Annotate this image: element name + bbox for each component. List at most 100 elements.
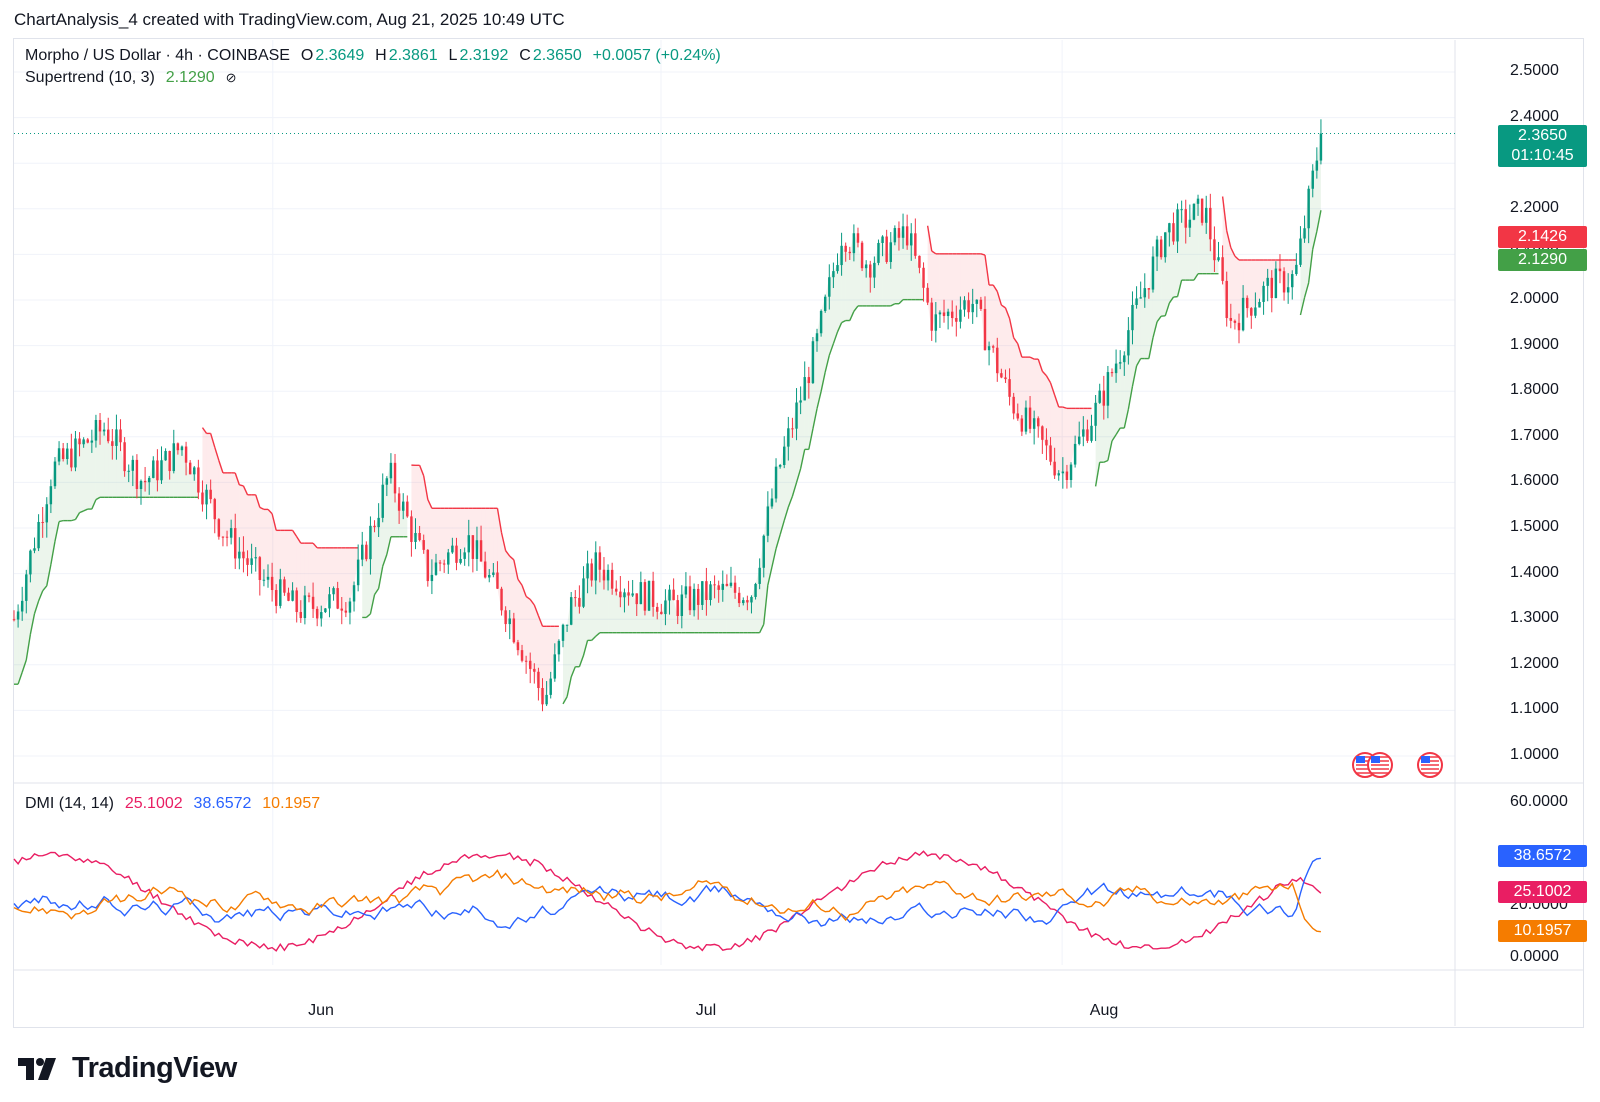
candle-body	[1282, 271, 1286, 293]
candle-body	[578, 597, 581, 607]
candle-body	[82, 439, 85, 445]
candle-body	[1315, 160, 1319, 171]
candle-body	[656, 606, 659, 612]
supertrend-fill	[1099, 390, 1104, 463]
supertrend-fill	[952, 253, 957, 322]
supertrend-fill	[202, 427, 207, 505]
supertrend-up-line	[42, 585, 48, 592]
supertrend-up-line	[1131, 365, 1138, 387]
dmi-minus-badge: 10.1957	[1498, 920, 1587, 942]
candle-body	[61, 448, 65, 460]
supertrend-down-line	[996, 291, 1003, 306]
supertrend-fill	[59, 448, 64, 522]
candle-body	[1258, 301, 1261, 308]
supertrend-up-line	[808, 428, 814, 450]
supertrend-down-line	[992, 284, 998, 292]
supertrend-fill	[657, 611, 662, 633]
supertrend-fill	[18, 600, 23, 685]
candle-body	[475, 540, 479, 559]
candle-body	[1077, 436, 1081, 444]
supertrend-fill	[726, 582, 731, 633]
supertrend-fill	[1054, 394, 1059, 476]
candle-body	[1303, 228, 1306, 239]
supertrend-up-line	[1152, 321, 1158, 339]
tradingview-logo-icon	[18, 1057, 56, 1080]
open-value: 2.3649	[315, 47, 365, 64]
candle-body	[344, 610, 348, 613]
supertrend-up-line	[828, 343, 835, 356]
supertrend-fill	[485, 508, 490, 578]
supertrend-legend[interactable]: Supertrend (10, 3) 2.1290 ⊘	[25, 69, 238, 87]
candle-body	[1032, 418, 1036, 429]
supertrend-fill	[505, 550, 510, 625]
candle-body	[234, 528, 237, 559]
close-value: 2.3650	[532, 47, 582, 64]
candle-body	[303, 595, 307, 619]
supertrend-up-line	[582, 640, 589, 656]
supertrend-fill	[862, 264, 867, 306]
candle-body	[254, 557, 257, 559]
supertrend-fill	[79, 439, 84, 513]
supertrend-fill	[329, 547, 334, 595]
candle-body	[1016, 413, 1019, 419]
candle-body	[1135, 298, 1138, 305]
candle-body	[1131, 304, 1134, 331]
candle-body	[852, 233, 856, 254]
supertrend-up-line	[1303, 282, 1310, 298]
candle-body	[348, 601, 352, 613]
candle-body	[1045, 439, 1048, 446]
candle-body	[242, 551, 245, 559]
candle-body	[787, 428, 790, 447]
supertrend-fill	[112, 429, 117, 498]
candle-body	[1020, 418, 1024, 432]
candle-body	[996, 347, 999, 374]
candle-body	[1217, 257, 1220, 261]
supertrend-up-line	[1156, 315, 1162, 323]
candle-body	[381, 484, 384, 518]
price-tick-label: 2.2000	[1510, 198, 1559, 216]
candle-body	[12, 619, 16, 621]
candle-body	[496, 572, 499, 589]
candle-body	[270, 576, 274, 591]
candle-body	[1311, 170, 1314, 189]
price-tick-label: 1.8000	[1510, 381, 1559, 399]
candle-body	[541, 688, 544, 705]
candle-body	[709, 584, 712, 601]
supertrend-fill	[587, 563, 592, 641]
candle-body	[918, 255, 921, 268]
candle-body	[1004, 377, 1007, 380]
candle-body	[528, 660, 532, 669]
candle-body	[901, 226, 905, 238]
candle-body	[1278, 268, 1282, 272]
symbol-legend: Morpho / US Dollar · 4h · COINBASE O 2.36…	[25, 47, 723, 65]
supertrend-fill	[526, 596, 531, 669]
candle-body	[1123, 355, 1126, 363]
low-label: L	[448, 47, 458, 64]
tradingview-logo[interactable]: TradingView	[18, 1052, 237, 1085]
supertrend-down-line	[980, 253, 986, 256]
supertrend-fill	[620, 592, 625, 633]
price-tick-label: 2.4000	[1510, 107, 1559, 125]
supertrend-up-line	[775, 534, 781, 549]
supertrend-up-line	[369, 594, 376, 615]
candle-body	[229, 528, 233, 538]
candle-body	[393, 462, 397, 494]
candle-body	[615, 588, 618, 592]
supertrend-fill	[1234, 256, 1240, 331]
hidden-eye-icon[interactable]: ⊘	[225, 70, 237, 85]
candle-body	[131, 459, 135, 471]
last-price-value: 2.3650	[1518, 127, 1567, 144]
supertrend-up-line	[791, 482, 798, 497]
supertrend-up-line	[898, 299, 904, 305]
dmi-legend[interactable]: DMI (14, 14) 25.1002 38.6572 10.1957	[25, 795, 322, 813]
supertrend-up-line	[382, 554, 388, 567]
candle-body	[41, 521, 44, 523]
supertrend-up-line	[799, 449, 806, 469]
supertrend-down-line	[242, 485, 249, 496]
symbol-name[interactable]: Morpho / US Dollar · 4h · COINBASE	[25, 47, 290, 64]
candle-body	[53, 461, 57, 487]
supertrend-fill	[857, 242, 863, 306]
supertrend-fill	[1230, 247, 1235, 323]
price-tick-label: 1.5000	[1510, 518, 1559, 535]
